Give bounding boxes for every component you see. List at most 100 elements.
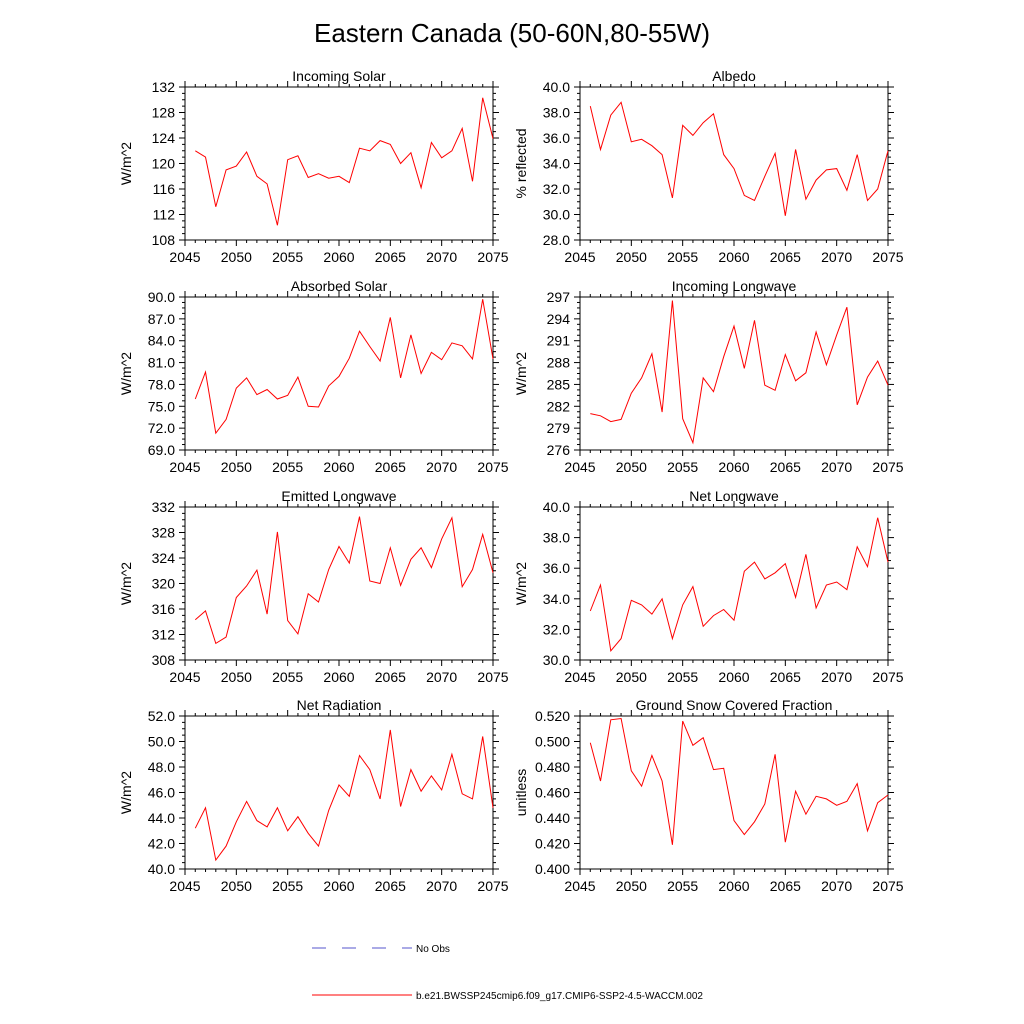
panel-title: Net Radiation [297,697,382,713]
y-tick-label: 30.0 [543,652,570,668]
y-tick-label: 50.0 [148,734,175,750]
y-tick-label: 308 [152,652,176,668]
y-tick-label: 75.0 [148,398,175,414]
legend: No Obs b.e21.BWSSP245cmip6.f09_g17.CMIP6… [312,944,703,1002]
y-tick-label: 72.0 [148,420,175,436]
x-tick-label: 2045 [564,669,595,685]
y-tick-label: 87.0 [148,311,175,327]
x-tick-label: 2070 [821,669,852,685]
y-tick-label: 297 [547,289,571,305]
x-tick-label: 2075 [477,249,508,265]
x-tick-label: 2075 [477,878,508,894]
y-axis-label: unitless [513,769,529,816]
x-tick-label: 2060 [718,878,749,894]
x-tick-label: 2060 [323,669,354,685]
y-axis-label: W/m^2 [118,142,134,185]
plot-frame [184,715,494,870]
y-tick-label: 42.0 [148,836,175,852]
x-tick-label: 2045 [169,459,200,475]
x-tick-label: 2060 [718,669,749,685]
x-tick-label: 2045 [169,249,200,265]
y-tick-label: 108 [152,232,176,248]
x-tick-label: 2070 [821,878,852,894]
y-tick-label: 36.0 [543,130,570,146]
x-tick-label: 2060 [718,249,749,265]
y-axis-label: W/m^2 [118,562,134,605]
y-tick-label: 124 [152,130,176,146]
x-tick-label: 2045 [564,459,595,475]
x-tick-label: 2060 [323,249,354,265]
x-tick-label: 2055 [667,249,698,265]
figure-title: Eastern Canada (50-60N,80-55W) [314,18,710,48]
y-tick-label: 276 [547,442,571,458]
panel-title: Absorbed Solar [291,278,388,294]
y-tick-label: 282 [547,398,571,414]
chart-panel-5: Net Longwave W/m^2 2045 2050 2055 2060 2065 207… [513,488,904,685]
x-tick-label: 2075 [872,669,903,685]
x-tick-label: 2045 [169,669,200,685]
y-tick-label: 40.0 [148,861,175,877]
panel-title: Incoming Solar [292,68,386,84]
x-tick-label: 2065 [375,249,406,265]
y-tick-label: 90.0 [148,289,175,305]
y-tick-label: 36.0 [543,560,570,576]
x-tick-label: 2045 [564,878,595,894]
x-tick-label: 2055 [272,249,303,265]
y-tick-label: 30.0 [543,207,570,223]
x-tick-label: 2075 [477,459,508,475]
y-tick-label: 34.0 [543,156,570,172]
y-tick-label: 32.0 [543,621,570,637]
panel-title: Emitted Longwave [281,488,396,504]
y-axis-label: % reflected [513,128,529,198]
plot-frame [184,86,494,241]
y-tick-label: 44.0 [148,810,175,826]
y-axis-label: W/m^2 [513,562,529,605]
y-tick-label: 0.420 [535,836,570,852]
series-line-0 [194,299,494,435]
series-line-0 [589,717,889,845]
y-tick-label: 78.0 [148,376,175,392]
y-tick-label: 0.440 [535,810,570,826]
legend-model-label: b.e21.BWSSP245cmip6.f09_g17.CMIP6-SSP2-4… [416,991,703,1002]
x-tick-label: 2050 [221,459,252,475]
x-tick-label: 2065 [375,669,406,685]
y-tick-label: 0.520 [535,708,570,724]
plot-frame [579,506,889,661]
y-tick-label: 0.500 [535,734,570,750]
y-tick-label: 28.0 [543,232,570,248]
chart-panel-6: Net Radiation W/m^2 2045 2050 2055 2060 2065 20… [118,697,509,894]
series-line-0 [589,101,889,216]
y-tick-label: 0.460 [535,785,570,801]
x-tick-label: 2050 [616,249,647,265]
x-tick-label: 2075 [872,249,903,265]
y-axis-label: W/m^2 [118,771,134,814]
panel-title: Ground Snow Covered Fraction [636,697,833,713]
series-line-0 [195,97,494,226]
x-tick-label: 2075 [872,878,903,894]
x-tick-label: 2065 [375,459,406,475]
y-tick-label: 291 [547,333,571,349]
x-tick-label: 2070 [426,878,457,894]
series-line-0 [194,516,494,645]
y-tick-label: 288 [547,355,571,371]
x-tick-label: 2045 [564,249,595,265]
y-tick-label: 320 [152,576,176,592]
x-tick-label: 2065 [770,669,801,685]
y-tick-label: 294 [547,311,571,327]
x-tick-label: 2055 [667,878,698,894]
y-tick-label: 69.0 [148,442,175,458]
x-tick-label: 2050 [221,669,252,685]
x-tick-label: 2060 [323,878,354,894]
y-tick-label: 84.0 [148,333,175,349]
y-tick-label: 46.0 [148,785,175,801]
x-tick-label: 2050 [221,878,252,894]
y-tick-label: 38.0 [543,105,570,121]
panel-title: Incoming Longwave [672,278,797,294]
x-tick-label: 2055 [272,878,303,894]
chart-panel-4: Emitted Longwave W/m^2 2045 2050 2055 2060 206… [118,488,509,685]
chart-panel-3: Incoming Longwave W/m^2 2045 2050 2055 2060 20… [513,278,904,475]
y-tick-label: 285 [547,376,571,392]
x-tick-label: 2050 [616,878,647,894]
x-tick-label: 2070 [821,459,852,475]
y-axis-label: W/m^2 [513,352,529,395]
